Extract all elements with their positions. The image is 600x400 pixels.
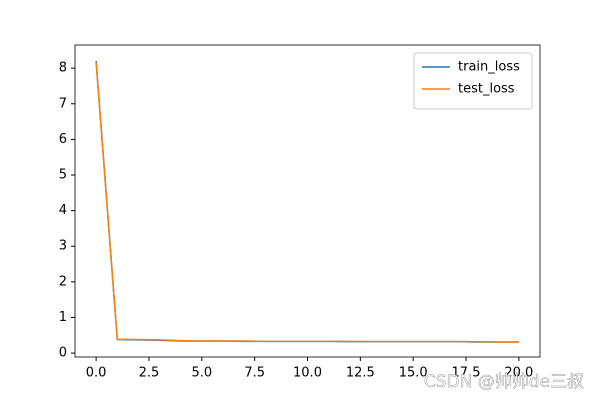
y-tick-label: 5 (59, 168, 67, 183)
x-tick-label: 17.5 (452, 366, 481, 381)
x-tick-label: 10.0 (293, 366, 322, 381)
x-tick-label: 7.5 (244, 366, 265, 381)
y-tick-label: 0 (59, 346, 67, 361)
x-tick-label: 0.0 (86, 366, 107, 381)
y-tick-label: 2 (59, 274, 67, 289)
y-tick-label: 6 (59, 132, 67, 147)
y-tick-label: 8 (59, 61, 67, 76)
watermark: CSDN @帅帅de三叔 (424, 372, 584, 392)
x-tick-label: 12.5 (346, 366, 375, 381)
y-tick-label: 1 (59, 310, 67, 325)
x-tick-label: 2.5 (139, 366, 160, 381)
plot-frame (74, 44, 541, 358)
y-tick-label: 7 (59, 96, 67, 111)
legend-label: train_loss (458, 60, 520, 75)
x-tick-label: 5.0 (191, 366, 212, 381)
legend-label: test_loss (458, 82, 515, 97)
y-tick-label: 4 (59, 203, 67, 218)
x-tick-label: 20.0 (504, 366, 533, 381)
line (95, 62, 519, 343)
x-tick-label: 15.0 (399, 366, 428, 381)
y-tick-label: 3 (59, 239, 67, 254)
